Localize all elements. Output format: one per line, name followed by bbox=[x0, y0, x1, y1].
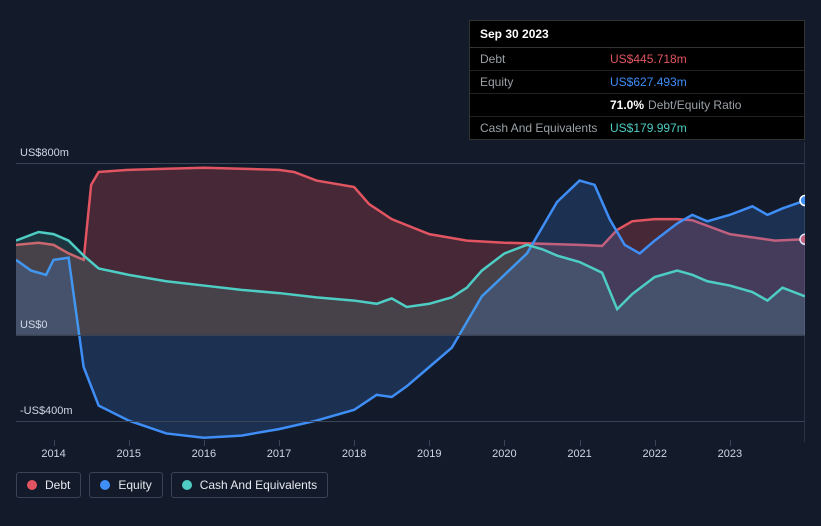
x-axis: 2014 2015 2016 2017 2018 2019 2020 2021 2022 2023 bbox=[16, 446, 805, 466]
legend-label: Cash And Equivalents bbox=[200, 478, 317, 492]
legend-item[interactable]: Cash And Equivalents bbox=[171, 472, 328, 498]
tooltip-row-label: Debt bbox=[480, 52, 610, 66]
grid-line bbox=[16, 335, 805, 336]
y-axis-label: -US$400m bbox=[20, 405, 73, 417]
legend-dot-icon bbox=[182, 480, 192, 490]
x-axis-label: 2021 bbox=[567, 448, 591, 460]
x-axis-label: 2017 bbox=[267, 448, 291, 460]
grid-line bbox=[16, 163, 805, 164]
tooltip-ratio-sub: Debt/Equity Ratio bbox=[648, 98, 741, 112]
legend-dot-icon bbox=[100, 480, 110, 490]
x-axis-label: 2020 bbox=[492, 448, 516, 460]
y-axis-label: US$800m bbox=[20, 147, 69, 159]
legend-label: Equity bbox=[118, 478, 151, 492]
tooltip-row-label: Equity bbox=[480, 75, 610, 89]
x-axis-label: 2023 bbox=[718, 448, 742, 460]
legend: Debt Equity Cash And Equivalents bbox=[16, 472, 328, 498]
legend-label: Debt bbox=[45, 478, 70, 492]
x-tick-mark bbox=[54, 440, 55, 446]
tooltip-ratio-main: 71.0% bbox=[610, 98, 644, 112]
x-axis-label: 2018 bbox=[342, 448, 366, 460]
tooltip-date: Sep 30 2023 bbox=[470, 21, 804, 48]
plot-area[interactable] bbox=[16, 142, 805, 442]
x-axis-label: 2022 bbox=[642, 448, 666, 460]
x-axis-label: 2015 bbox=[116, 448, 140, 460]
x-axis-label: 2019 bbox=[417, 448, 441, 460]
series-end-marker bbox=[800, 196, 805, 206]
grid-line bbox=[16, 421, 805, 422]
legend-item[interactable]: Equity bbox=[89, 472, 162, 498]
x-tick-mark bbox=[204, 440, 205, 446]
y-axis-label: US$0 bbox=[20, 319, 48, 331]
legend-item[interactable]: Debt bbox=[16, 472, 81, 498]
x-tick-mark bbox=[504, 440, 505, 446]
legend-dot-icon bbox=[27, 480, 37, 490]
tooltip-row-value: 71.0% Debt/Equity Ratio bbox=[610, 98, 794, 112]
x-tick-mark bbox=[354, 440, 355, 446]
tooltip-row: EquityUS$627.493m bbox=[470, 71, 804, 94]
x-tick-mark bbox=[429, 440, 430, 446]
x-tick-mark bbox=[730, 440, 731, 446]
x-axis-label: 2014 bbox=[41, 448, 65, 460]
x-tick-mark bbox=[279, 440, 280, 446]
x-axis-label: 2016 bbox=[192, 448, 216, 460]
tooltip-row-value: US$627.493m bbox=[610, 75, 794, 89]
x-tick-mark bbox=[655, 440, 656, 446]
tooltip-row: DebtUS$445.718m bbox=[470, 48, 804, 71]
chart-svg bbox=[16, 142, 805, 442]
chart-container: US$800m US$0 -US$400m 2014 2015 2016 2017 2018… bbox=[16, 120, 805, 480]
x-tick-mark bbox=[129, 440, 130, 446]
tooltip-row-value: US$445.718m bbox=[610, 52, 794, 66]
x-tick-mark bbox=[580, 440, 581, 446]
tooltip-row-label bbox=[480, 98, 610, 112]
tooltip-row: 71.0% Debt/Equity Ratio bbox=[470, 94, 804, 117]
